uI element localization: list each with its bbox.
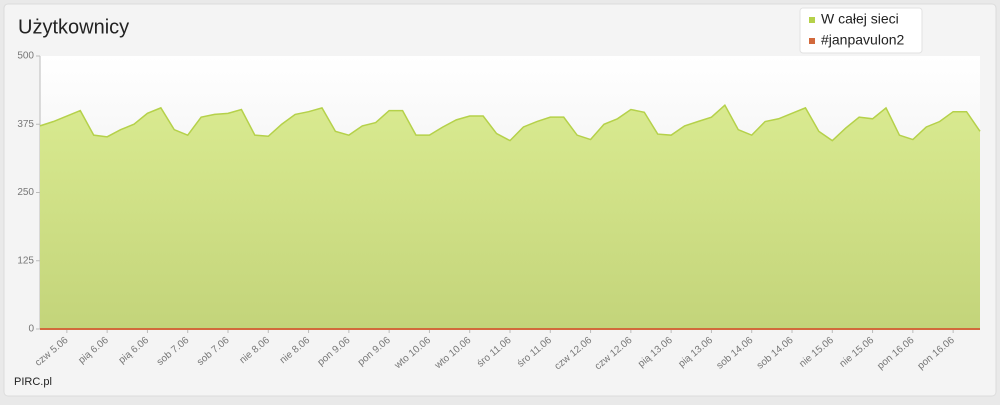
legend-label: #janpavulon2 xyxy=(821,32,905,48)
legend-marker xyxy=(809,38,815,44)
y-tick-label: 250 xyxy=(17,187,34,198)
footer: PIRC.pl xyxy=(14,376,52,388)
legend-marker xyxy=(809,17,815,23)
y-tick-label: 500 xyxy=(17,51,34,62)
line xyxy=(39,103,981,142)
chart-title: Użytkownicy xyxy=(18,16,129,38)
y-tick-label: 125 xyxy=(17,255,34,266)
legend-label: W całej sieci xyxy=(821,11,899,27)
area xyxy=(40,105,980,329)
legend xyxy=(799,7,923,54)
y-tick-label: 375 xyxy=(17,119,34,130)
y-tick-label: 0 xyxy=(28,324,34,335)
